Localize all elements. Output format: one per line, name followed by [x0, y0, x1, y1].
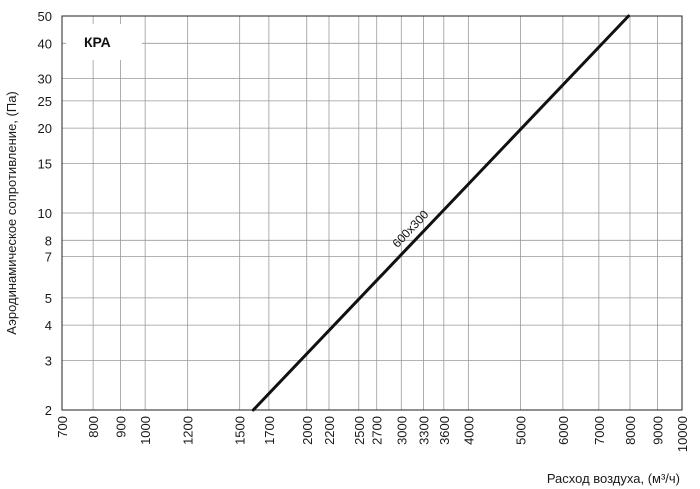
x-tick-label: 2700: [370, 416, 385, 445]
x-tick-label: 1000: [138, 416, 153, 445]
x-tick-label: 2500: [352, 416, 367, 445]
y-tick-label: 4: [45, 318, 52, 333]
y-tick-label: 8: [45, 233, 52, 248]
x-tick-label: 1500: [233, 416, 248, 445]
x-tick-label: 7000: [592, 416, 607, 445]
y-tick-label: 30: [38, 72, 52, 87]
y-tick-label: 50: [38, 9, 52, 24]
y-tick-labels: 2 3 4 5 7 8 10 15 20 25 30 40 50: [38, 9, 52, 418]
x-tick-label: 700: [55, 416, 70, 438]
y-tick-label: 3: [45, 353, 52, 368]
plot-frame: [61, 15, 683, 411]
x-axis-label: Расход воздуха, (м³/ч): [547, 471, 680, 486]
badge-box: [66, 24, 142, 60]
y-tick-label: 2: [45, 403, 52, 418]
y-tick-label: 5: [45, 291, 52, 306]
x-tick-label: 8000: [623, 416, 638, 445]
y-axis-label: Аэродинамическое сопротивление, (Па): [4, 91, 19, 334]
x-tick-label: 1700: [262, 416, 277, 445]
x-tick-label: 2200: [322, 416, 337, 445]
x-tick-label: 5000: [513, 416, 528, 445]
y-tick-label: 15: [38, 156, 52, 171]
x-tick-label: 3300: [417, 416, 432, 445]
x-tick-label: 3600: [437, 416, 452, 445]
x-tick-labels: 700 800 900 1000 1200 1500 1700 2000 2200 2500 270…: [55, 416, 690, 452]
y-tick-label: 7: [45, 250, 52, 265]
series-line: [251, 14, 631, 412]
y-tick-label: 10: [38, 206, 52, 221]
x-tick-label: 9000: [650, 416, 665, 445]
x-tick-label: 6000: [556, 416, 571, 445]
x-tick-label: 2000: [300, 416, 315, 445]
x-tick-label: 900: [114, 416, 129, 438]
badge-label: КРА: [84, 34, 111, 50]
y-tick-label: 40: [38, 36, 52, 51]
x-tick-label: 1200: [181, 416, 196, 445]
x-tick-label: 800: [86, 416, 101, 438]
y-tick-label: 20: [38, 121, 52, 136]
y-tick-label: 25: [38, 94, 52, 109]
x-tick-label: 10000: [675, 416, 690, 452]
x-tick-label: 4000: [461, 416, 476, 445]
x-tick-label: 3000: [394, 416, 409, 445]
